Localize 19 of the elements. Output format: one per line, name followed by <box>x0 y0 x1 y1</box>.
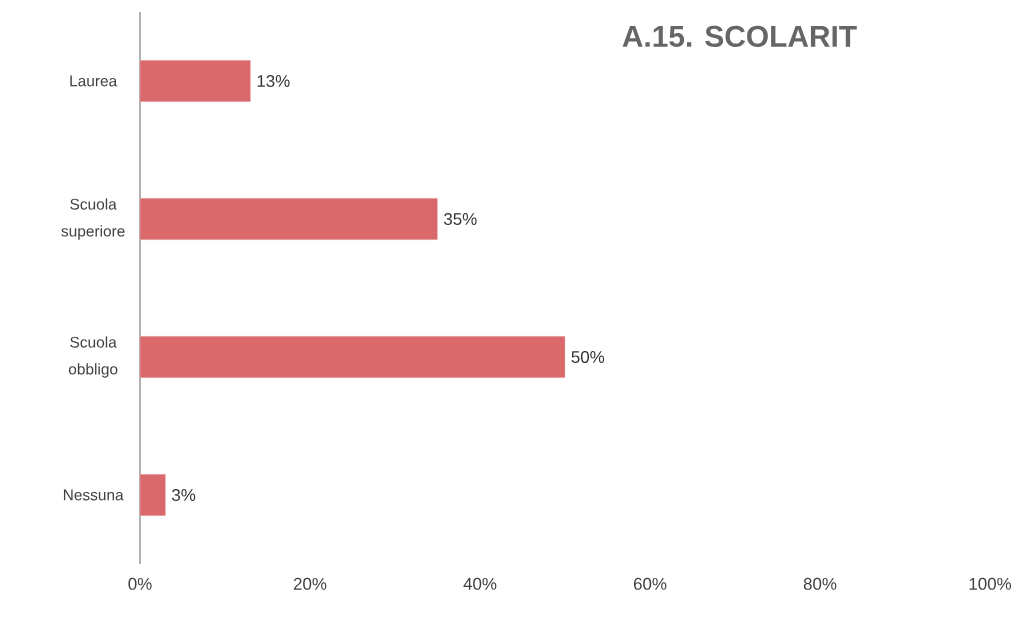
x-tick-label: 20% <box>293 577 327 590</box>
data-label: 50% <box>571 351 605 364</box>
bar <box>140 60 251 102</box>
bar <box>140 474 166 516</box>
data-label: 13% <box>257 75 290 88</box>
y-tick-label: Laurea <box>70 75 118 87</box>
data-label: 3% <box>171 489 196 502</box>
bar <box>140 336 566 378</box>
y-tick-label: Nessuna <box>63 489 124 501</box>
bar <box>140 198 438 240</box>
y-tick-label: Scuola obbligo <box>68 336 118 378</box>
x-tick-label: 40% <box>463 577 497 590</box>
x-tick-label: 60% <box>633 577 667 590</box>
data-label: 35% <box>443 213 477 226</box>
y-tick-label: Scuola superiore <box>61 198 125 240</box>
x-tick-label: 0% <box>128 577 152 590</box>
x-tick-label: 100% <box>969 577 1012 590</box>
x-tick-label: 80% <box>803 577 837 590</box>
chart-title: A.15. SCOLARIT <box>622 25 857 47</box>
